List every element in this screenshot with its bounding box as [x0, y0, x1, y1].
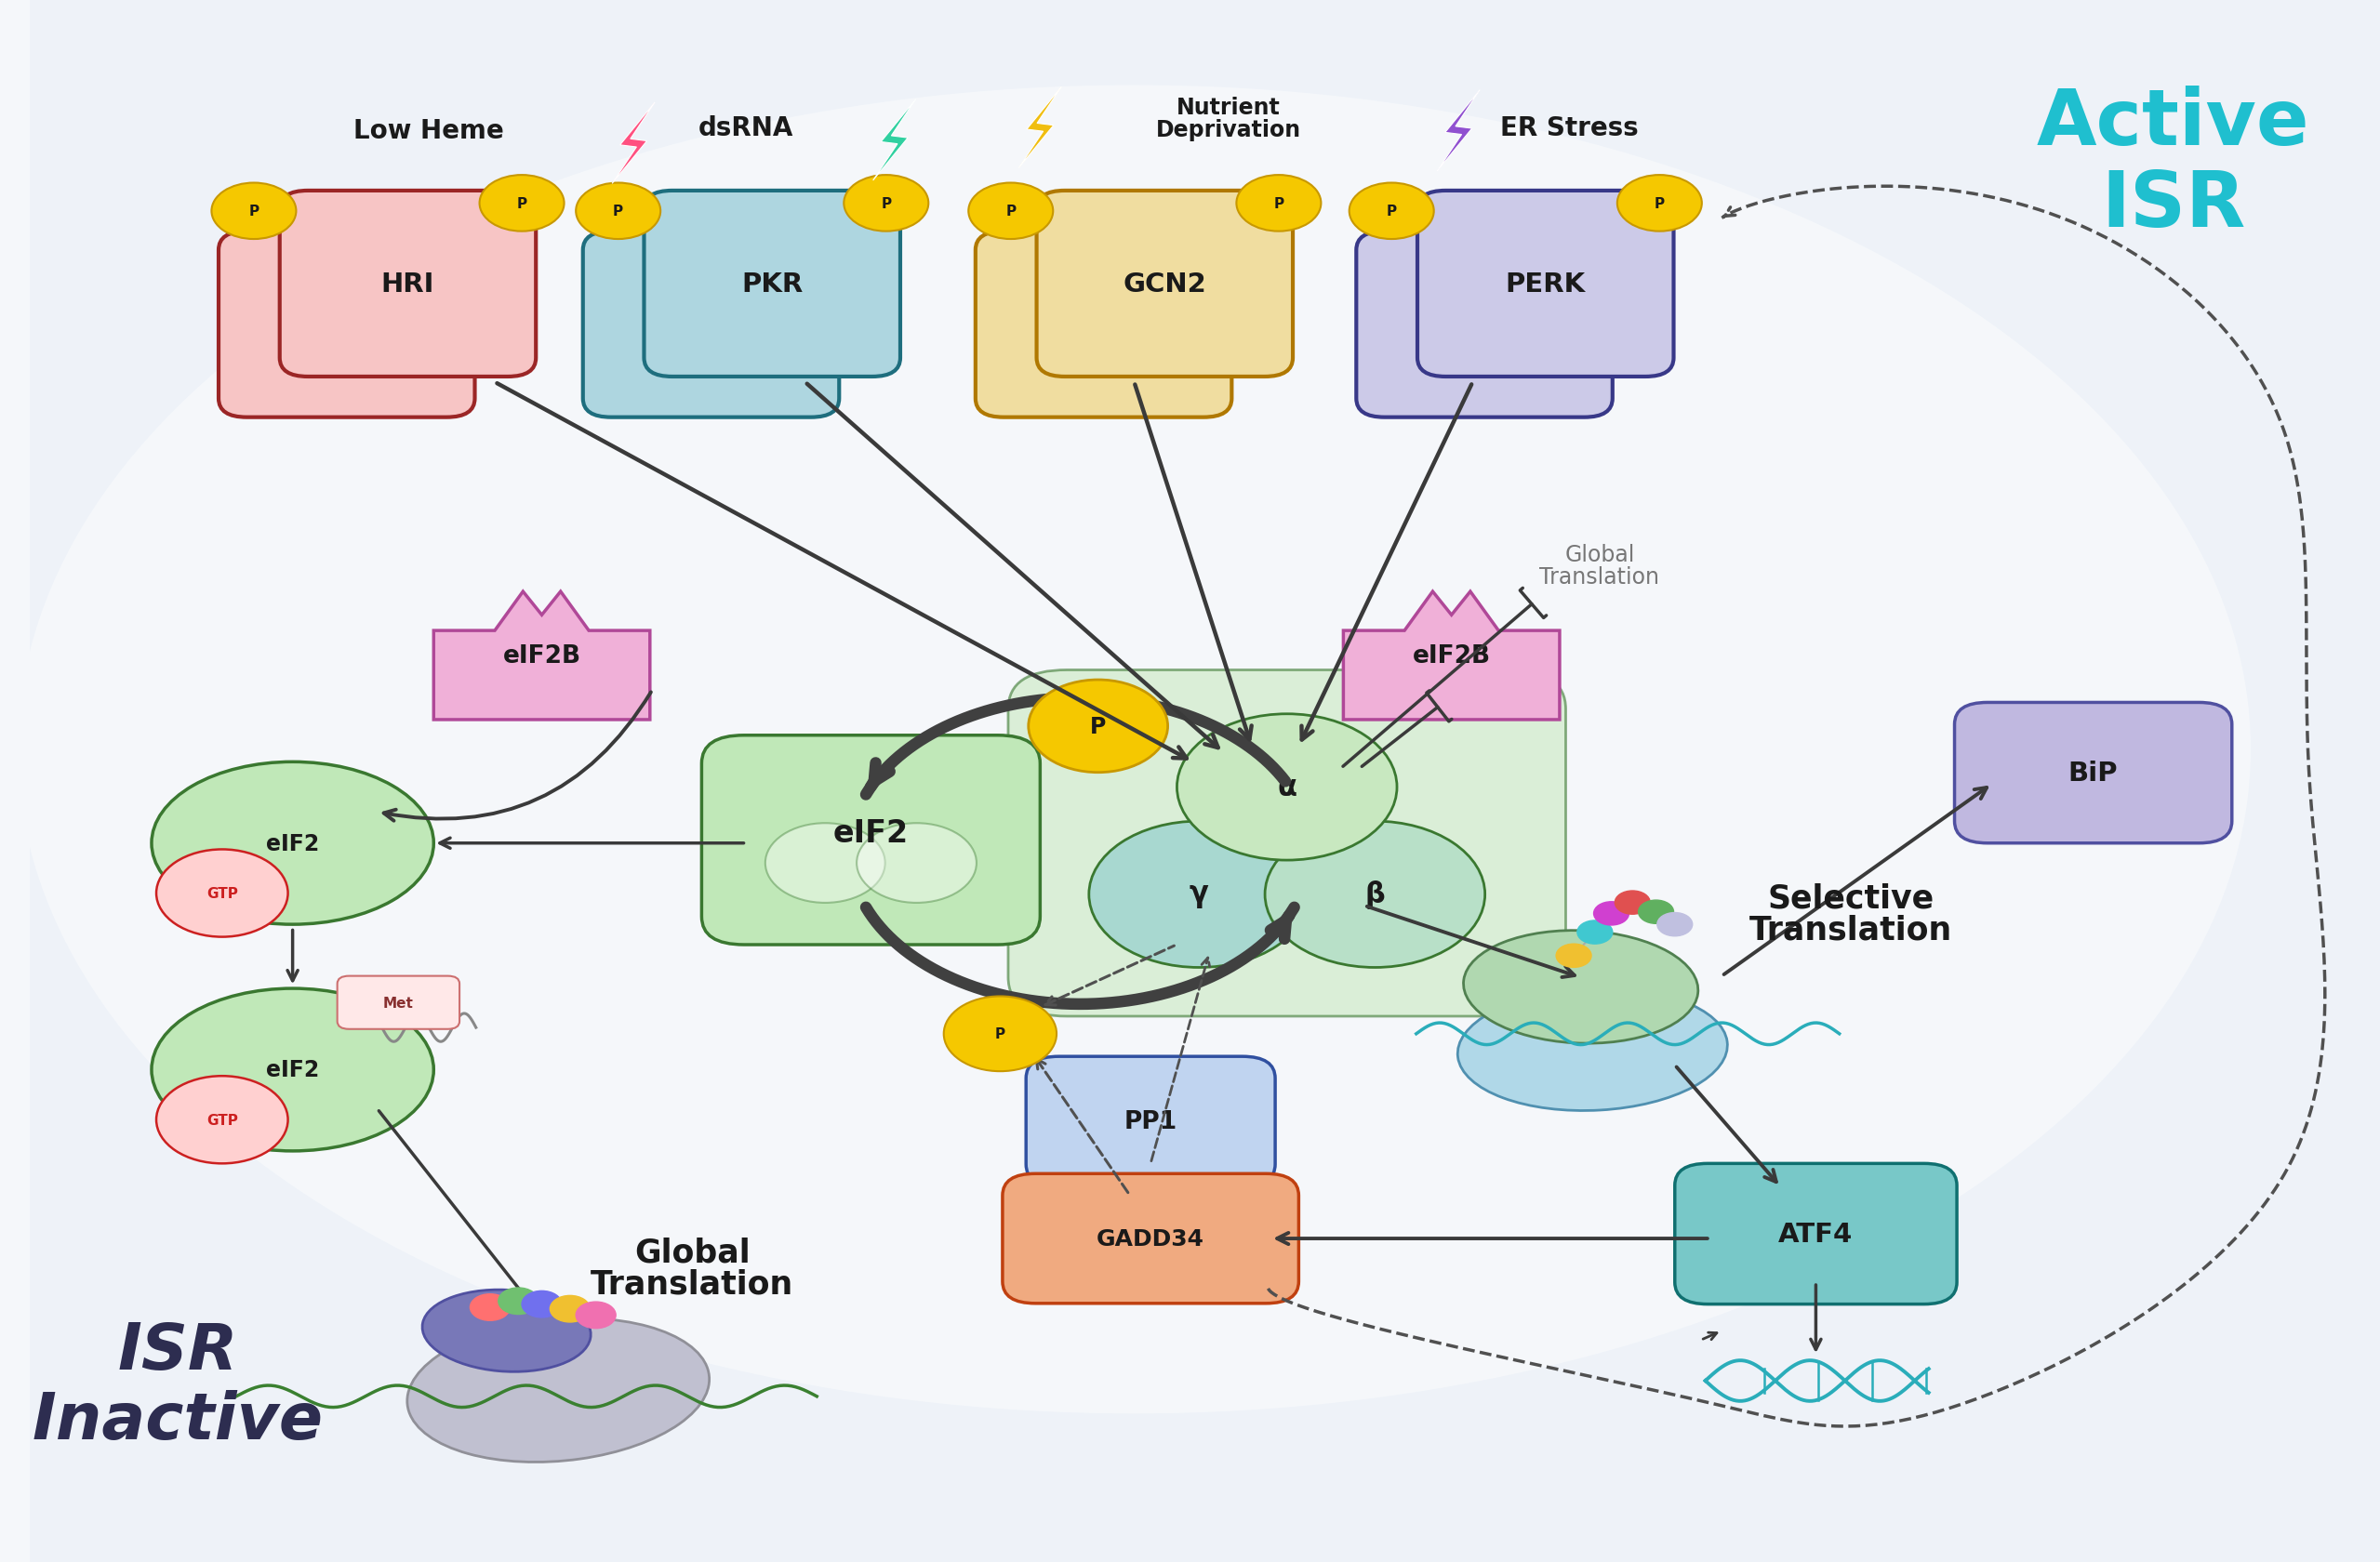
Text: Low Heme: Low Heme — [355, 119, 505, 144]
Text: P: P — [1388, 205, 1397, 219]
FancyBboxPatch shape — [645, 192, 900, 378]
Text: dsRNA: dsRNA — [700, 116, 795, 141]
Text: Global
Translation: Global Translation — [590, 1237, 793, 1300]
Polygon shape — [1438, 91, 1480, 172]
Text: P: P — [1090, 715, 1107, 737]
Text: eIF2: eIF2 — [267, 833, 319, 854]
Text: β: β — [1364, 881, 1385, 909]
Text: γ: γ — [1190, 881, 1209, 908]
Text: ISR
Inactive: ISR Inactive — [31, 1320, 324, 1451]
Circle shape — [969, 184, 1052, 241]
Circle shape — [1264, 822, 1485, 968]
FancyBboxPatch shape — [1002, 1175, 1299, 1303]
Text: Active
ISR: Active ISR — [2037, 86, 2309, 242]
Ellipse shape — [1464, 931, 1697, 1043]
Circle shape — [157, 850, 288, 937]
Text: Met: Met — [383, 997, 414, 1009]
Text: GTP: GTP — [207, 1114, 238, 1126]
Circle shape — [550, 1296, 590, 1321]
Polygon shape — [1342, 592, 1559, 720]
Text: BiP: BiP — [2068, 761, 2118, 786]
Circle shape — [1595, 903, 1628, 925]
Circle shape — [1235, 177, 1321, 233]
Text: PP1: PP1 — [1123, 1109, 1178, 1134]
FancyBboxPatch shape — [702, 736, 1040, 945]
Circle shape — [1656, 912, 1692, 937]
Text: eIF2: eIF2 — [833, 817, 909, 848]
Text: ER Stress: ER Stress — [1499, 116, 1637, 141]
Circle shape — [212, 184, 295, 241]
Circle shape — [471, 1293, 509, 1321]
Text: HRI: HRI — [381, 272, 436, 297]
Polygon shape — [433, 592, 650, 720]
Text: P: P — [516, 197, 526, 211]
Text: P: P — [248, 205, 259, 219]
Polygon shape — [612, 103, 654, 184]
Text: ATF4: ATF4 — [1778, 1221, 1854, 1246]
Circle shape — [845, 177, 928, 233]
Circle shape — [1618, 177, 1702, 233]
Text: GTP: GTP — [207, 887, 238, 900]
Text: P: P — [995, 1028, 1004, 1040]
Circle shape — [521, 1290, 562, 1318]
Text: P: P — [881, 197, 892, 211]
Circle shape — [1557, 943, 1592, 967]
Circle shape — [1090, 822, 1309, 968]
FancyBboxPatch shape — [1009, 670, 1566, 1017]
Text: PERK: PERK — [1507, 272, 1585, 297]
Text: P: P — [1273, 197, 1283, 211]
Text: GADD34: GADD34 — [1097, 1228, 1204, 1250]
Circle shape — [766, 823, 885, 903]
Ellipse shape — [152, 762, 433, 925]
FancyBboxPatch shape — [338, 976, 459, 1029]
FancyBboxPatch shape — [1676, 1164, 1956, 1304]
Text: P: P — [1654, 197, 1664, 211]
Polygon shape — [1019, 87, 1061, 169]
FancyBboxPatch shape — [1026, 1057, 1276, 1187]
Text: Selective
Translation: Selective Translation — [1749, 883, 1952, 945]
Circle shape — [1616, 892, 1649, 915]
Circle shape — [1028, 679, 1169, 773]
Text: P: P — [614, 205, 624, 219]
Circle shape — [1578, 922, 1614, 943]
Text: PKR: PKR — [740, 272, 802, 297]
FancyBboxPatch shape — [976, 231, 1233, 417]
Ellipse shape — [17, 86, 2251, 1414]
Circle shape — [1637, 900, 1673, 925]
FancyBboxPatch shape — [1038, 192, 1292, 378]
Circle shape — [1349, 184, 1433, 241]
FancyBboxPatch shape — [1418, 192, 1673, 378]
Text: eIF2B: eIF2B — [502, 644, 581, 669]
Circle shape — [497, 1287, 538, 1315]
FancyBboxPatch shape — [219, 231, 474, 417]
Circle shape — [478, 177, 564, 233]
Circle shape — [576, 184, 662, 241]
Ellipse shape — [1457, 989, 1728, 1111]
FancyBboxPatch shape — [1357, 231, 1614, 417]
Ellipse shape — [421, 1290, 590, 1371]
Ellipse shape — [152, 989, 433, 1151]
Circle shape — [157, 1076, 288, 1164]
Text: Global
Translation: Global Translation — [1540, 544, 1659, 587]
Circle shape — [1178, 714, 1397, 861]
Ellipse shape — [407, 1318, 709, 1462]
Text: eIF2B: eIF2B — [1411, 644, 1490, 669]
Text: eIF2: eIF2 — [267, 1059, 319, 1081]
Text: Nutrient
Deprivation: Nutrient Deprivation — [1157, 97, 1302, 141]
Text: α: α — [1278, 773, 1297, 801]
Text: GCN2: GCN2 — [1123, 272, 1207, 297]
Text: P: P — [1007, 205, 1016, 219]
Circle shape — [945, 997, 1057, 1072]
Circle shape — [857, 823, 976, 903]
FancyBboxPatch shape — [1954, 703, 2232, 843]
Polygon shape — [873, 100, 916, 181]
Circle shape — [576, 1303, 616, 1328]
FancyBboxPatch shape — [281, 192, 536, 378]
FancyBboxPatch shape — [583, 231, 840, 417]
